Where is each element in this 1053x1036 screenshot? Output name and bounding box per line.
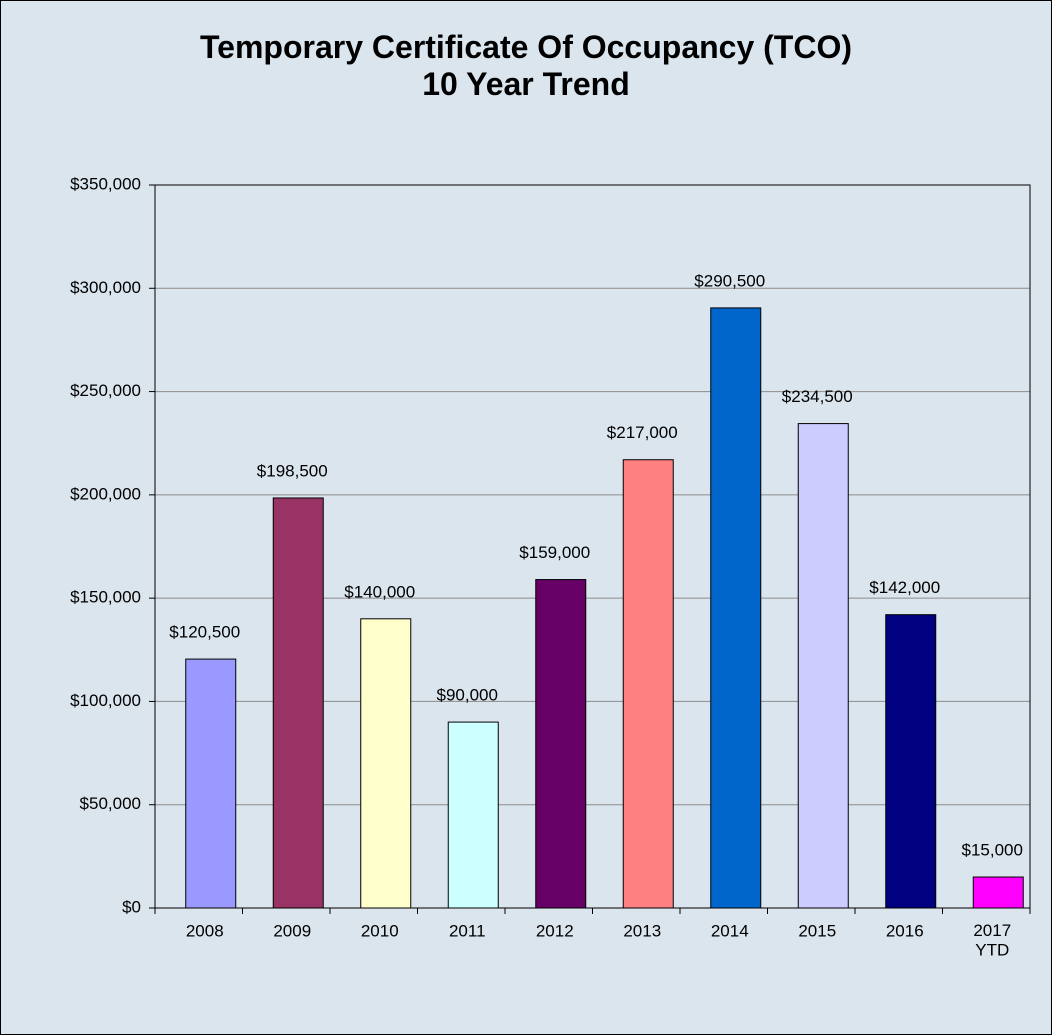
data-label: $159,000 (519, 543, 590, 562)
data-label: $234,500 (782, 387, 853, 406)
x-tick-label: 2009 (273, 921, 311, 940)
bar (535, 579, 587, 909)
x-tick-label: 2011 (449, 921, 486, 940)
bar (185, 658, 237, 909)
x-tick-label: 2014 (711, 921, 749, 940)
y-tick-label: $350,000 (70, 174, 141, 193)
data-label: $217,000 (607, 423, 678, 442)
bar (710, 307, 762, 909)
x-tick-label: 2015 (798, 921, 836, 940)
y-tick-label: $50,000 (80, 794, 141, 813)
y-tick-label: $300,000 (70, 278, 141, 297)
bar (272, 497, 324, 909)
bar (622, 459, 674, 909)
bar (447, 721, 499, 909)
data-label: $290,500 (694, 271, 765, 290)
bar (885, 614, 937, 909)
bar (972, 876, 1024, 909)
x-tick-label: 2016 (886, 921, 924, 940)
data-label: $120,500 (169, 623, 240, 642)
chart-title: Temporary Certificate Of Occupancy (TCO)… (200, 29, 852, 102)
x-tick-label: 2012 (536, 921, 574, 940)
y-tick-label: $250,000 (70, 381, 141, 400)
y-tick-label: $100,000 (70, 691, 141, 710)
data-label: $140,000 (344, 582, 415, 601)
data-label: $90,000 (437, 686, 498, 705)
x-tick-label: 2008 (186, 921, 224, 940)
data-label: $142,000 (869, 578, 940, 597)
x-tick-label: 2013 (623, 921, 661, 940)
data-label: $198,500 (257, 461, 328, 480)
y-tick-label: $0 (122, 897, 141, 916)
x-tick-label: 2010 (361, 921, 399, 940)
bar (360, 618, 412, 909)
x-tick-label: 2017 YTD (973, 921, 1011, 960)
bar (797, 423, 849, 909)
y-tick-label: $150,000 (70, 588, 141, 607)
data-label: $15,000 (962, 840, 1023, 859)
y-tick-label: $200,000 (70, 484, 141, 503)
